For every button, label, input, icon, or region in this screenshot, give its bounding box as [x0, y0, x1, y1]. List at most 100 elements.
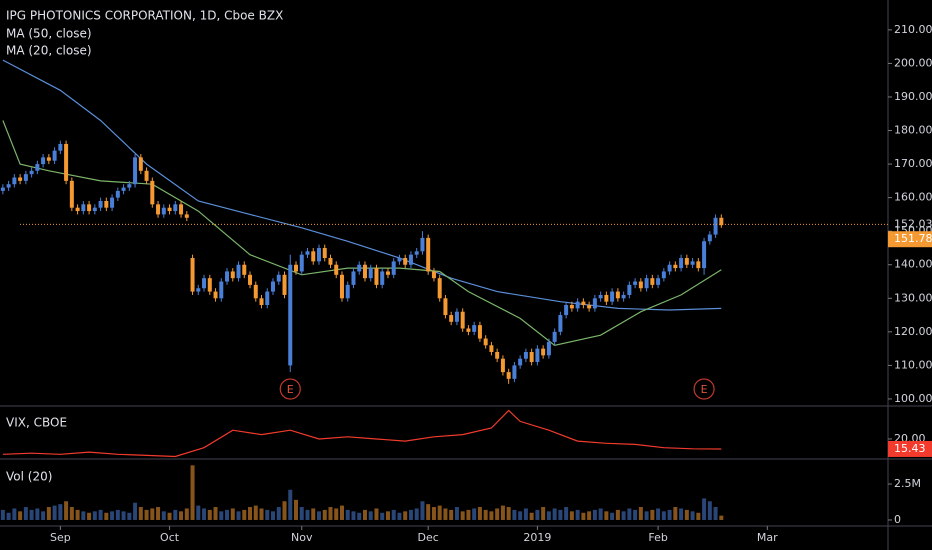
pane-title: VIX, CBOE	[6, 416, 67, 430]
candle-body	[495, 351, 500, 359]
volume-bar	[236, 511, 241, 520]
candle-body	[656, 278, 661, 285]
candle-body	[271, 281, 276, 292]
candle-body	[512, 365, 517, 379]
volume-bar	[242, 509, 247, 520]
volume-bar	[627, 508, 632, 520]
candle-body	[592, 298, 597, 309]
candle-body	[12, 177, 17, 185]
last-price-label: 151.78	[894, 232, 932, 245]
candle-body	[518, 358, 523, 366]
candle-body	[719, 217, 724, 226]
volume-bar	[644, 511, 649, 520]
volume-bar	[41, 511, 46, 520]
volume-bar	[679, 508, 684, 520]
candle-body	[104, 200, 109, 208]
candle-body	[397, 258, 402, 262]
volume-bar	[190, 465, 195, 520]
y-tick-label: 2.5M	[894, 477, 921, 490]
candle-body	[564, 305, 569, 316]
candle-body	[156, 204, 161, 215]
volume-bar	[541, 507, 546, 520]
candle-body	[334, 264, 339, 275]
volume-bar	[322, 509, 327, 520]
volume-bar	[271, 511, 276, 520]
candle-body	[374, 268, 379, 285]
volume-bar	[294, 499, 298, 520]
volume-bar	[529, 512, 534, 520]
volume-bar	[489, 511, 494, 520]
candle-body	[161, 207, 166, 215]
y-tick-label: 190.00	[894, 90, 932, 103]
volume-bar	[202, 508, 207, 520]
volume-bar	[299, 507, 304, 520]
candle-body	[351, 271, 356, 285]
volume-bar	[569, 511, 574, 520]
volume-bar	[707, 501, 712, 520]
candle-body	[58, 143, 63, 151]
volume-bar	[564, 507, 569, 520]
candle-body	[138, 157, 143, 171]
volume-bar	[282, 501, 287, 520]
candle-body	[121, 187, 126, 191]
volume-bar	[552, 508, 557, 520]
volume-bar	[713, 507, 718, 520]
candle-body	[288, 264, 293, 366]
volume-bar	[64, 501, 69, 520]
volume-bar	[506, 507, 511, 520]
volume-bar	[133, 502, 138, 520]
volume-bar	[500, 505, 505, 520]
volume-bar	[339, 505, 344, 520]
volume-bar	[598, 508, 603, 520]
candle-body	[569, 305, 574, 309]
candle-body	[316, 247, 321, 262]
volume-bar	[345, 509, 350, 520]
candle-body	[0, 187, 5, 191]
candle-body	[64, 143, 69, 181]
volume-bar	[587, 511, 592, 520]
candle-body	[477, 325, 482, 339]
volume-bar	[621, 511, 626, 520]
candle-body	[179, 204, 184, 215]
x-tick-label: Mar	[757, 531, 778, 544]
volume-bar	[184, 508, 189, 520]
candle-body	[541, 348, 546, 356]
y-tick-label: 180.00	[894, 124, 932, 137]
candle-body	[546, 341, 551, 356]
candle-body	[615, 291, 620, 299]
candle-body	[115, 190, 120, 198]
candle-body	[460, 311, 465, 329]
volume-bar	[592, 509, 597, 520]
volume-bar	[391, 509, 396, 520]
volume-bar	[259, 508, 264, 520]
volume-bar	[472, 508, 477, 520]
ma20-line	[2, 120, 722, 346]
candle-body	[167, 207, 172, 212]
volume-bar	[87, 512, 92, 520]
volume-bar	[483, 509, 488, 520]
ma50-line	[2, 59, 722, 311]
candle-body	[466, 328, 471, 332]
volume-bar	[403, 511, 408, 520]
volume-bar	[110, 511, 115, 520]
candle-body	[604, 294, 609, 302]
volume-bar	[52, 505, 57, 520]
volume-bar	[328, 507, 333, 520]
candle-body	[202, 278, 207, 289]
candle-body	[173, 204, 178, 212]
volume-bar	[368, 511, 373, 520]
volume-bar	[35, 508, 40, 520]
x-tick-label: Feb	[648, 531, 667, 544]
chart-title: IPG PHOTONICS CORPORATION, 1D, Cboe BZX	[6, 9, 283, 23]
candle-body	[679, 258, 684, 269]
volume-bar	[196, 505, 201, 520]
volume-bar	[575, 509, 580, 520]
candle-body	[391, 261, 396, 275]
volume-bar	[420, 501, 425, 520]
volume-bar	[161, 511, 166, 520]
candle-body	[18, 177, 23, 181]
candle-body	[420, 237, 425, 252]
candle-body	[500, 358, 505, 373]
candle-body	[265, 291, 270, 306]
